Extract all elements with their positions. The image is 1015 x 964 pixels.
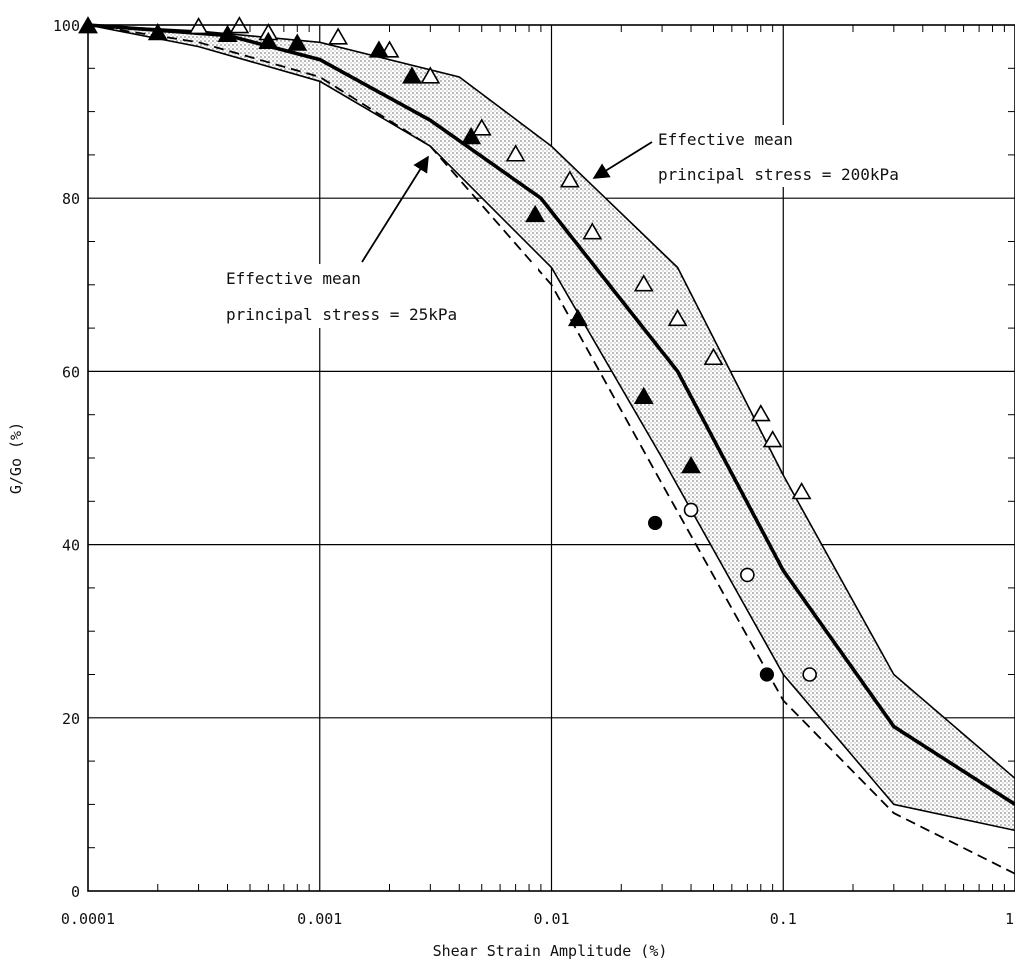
open-triangle-marker [420,66,441,84]
filled-triangle-marker [633,386,654,405]
open-triangle-marker [703,347,724,366]
open-triangle-marker [750,404,771,422]
plot-frame [87,24,1015,892]
y-tick-labels: 0 20 40 60 80 100 [53,17,80,901]
annotation-200kpa-line2: principal stress = 200kPa [658,165,899,184]
x-tick-labels: 0.0001 0.001 0.01 0.1 1 [61,910,1014,928]
open-triangle-marker [559,170,580,188]
filled-triangle-marker [258,31,279,49]
y-tick-label: 100 [53,17,80,35]
dashed-series-line [87,24,1015,875]
open-circle-marker [740,567,755,583]
x-tick-label: 0.0001 [61,910,115,928]
filled-triangle-marker [217,24,238,43]
filled-triangle-marker [147,23,168,41]
open-circle-marker [683,502,699,518]
open-triangle-marker [667,308,688,327]
open-triangle-marker [471,118,492,136]
y-tick-label: 0 [71,883,80,901]
y-axis-label: G/Go (%) [7,422,25,494]
data-markers [78,16,817,682]
band-upper-boundary-line [87,24,1015,780]
annotation-25kpa: Effective mean principal stress = 25kPa [220,155,538,328]
filled-triangle-marker [681,456,701,474]
series-lines [87,23,1015,875]
open-triangle-marker [791,482,812,500]
annotation-25kpa-arrow [361,155,429,263]
filled-triangle-marker [287,33,308,51]
x-tick-label: 0.1 [770,910,797,928]
shaded-band [87,24,1015,832]
filled-triangle-marker [461,126,482,145]
stress-range-band [88,25,1015,831]
x-axis-label: Shear Strain Amplitude (%) [433,942,668,960]
y-tick-label: 60 [62,363,80,381]
open-triangle-marker [505,144,526,162]
annotation-200kpa: Effective mean principal stress = 200kPa [592,125,992,187]
open-triangle-marker [633,274,654,292]
filled-circle-marker [759,667,774,682]
open-circle-marker [802,667,817,682]
annotation-200kpa-line1: Effective mean [658,130,793,149]
annotation-25kpa-line1: Effective mean [226,269,361,288]
filled-triangle-marker [525,204,546,223]
x-tick-label: 0.01 [533,910,569,928]
annotation-200kpa-arrow [592,141,653,179]
annotation-25kpa-line2: principal stress = 25kPa [226,305,457,324]
y-tick-label: 20 [62,710,80,728]
x-tick-label: 1 [1005,910,1014,928]
band-lower-boundary-line [87,24,1015,832]
y-tick-label: 80 [62,190,80,208]
filled-triangle-marker [402,66,422,84]
open-triangle-marker [188,16,209,35]
x-tick-label: 0.001 [297,910,342,928]
open-triangle-marker [762,430,783,448]
thick-series-line [87,23,1015,806]
filled-triangle-marker [567,308,588,327]
filled-circle-marker [648,515,663,531]
y-tick-label: 40 [62,537,80,555]
open-triangle-marker [328,27,349,45]
open-triangle-marker [582,222,603,240]
filled-triangle-marker [368,40,389,58]
